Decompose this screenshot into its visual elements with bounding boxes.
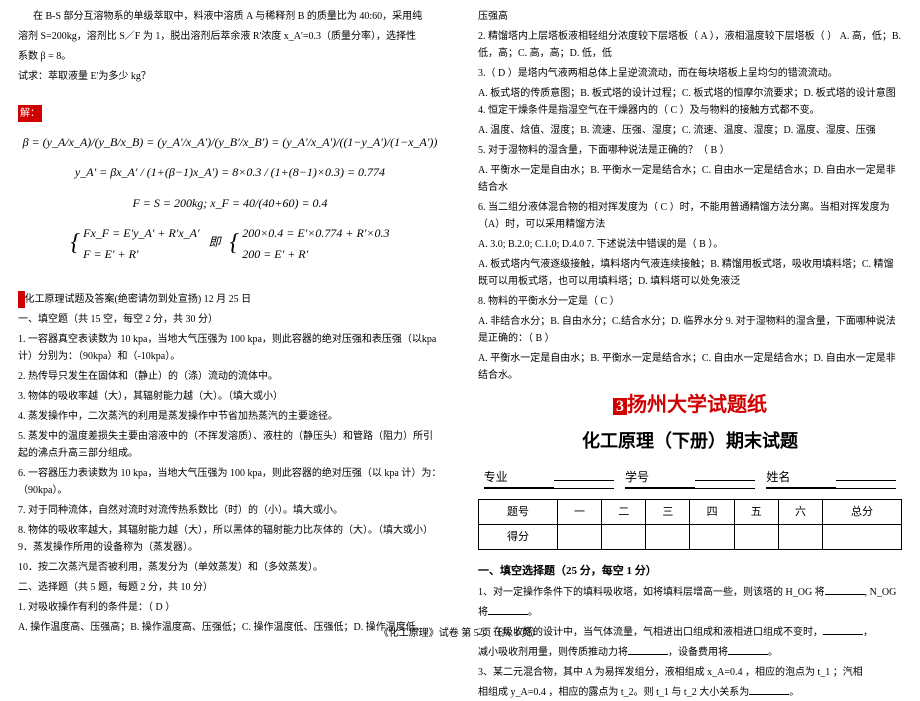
- choice-opt: A. 平衡水一定是自由水；B. 平衡水一定是结合水；C. 自由水一定是结合水；D…: [478, 162, 902, 196]
- choice-opt: A. 3.0; B.2.0; C.1.0; D.4.0 7. 下述说法中错误的是…: [478, 236, 902, 253]
- fill-q: 减小吸收剂用量，则传质推动力将，设备费用将。: [478, 644, 902, 661]
- fill-q: 6. 一容器压力表读数为 10 kpa，当地大气压强为 100 kpa，则此容器…: [18, 465, 442, 499]
- choice-opt: A. 板式塔内气液逐级接触，填料塔内气液连续接触；B. 精馏用板式塔，吸收用填料…: [478, 256, 902, 290]
- formula-beta: β = (y_A/x_A)/(y_B/x_B) = (y_A'/x_A')/(y…: [18, 132, 442, 152]
- choice-cont: 压强高: [478, 8, 902, 25]
- table-row: 题号一二三四五六总分: [479, 499, 902, 524]
- fill-q: 4. 蒸发操作中，二次蒸汽的利用是蒸发操作中节省加热蒸汽的主要途径。: [18, 408, 442, 425]
- solution-label: 解：: [18, 105, 42, 122]
- fill-q: 3. 物体的吸收率越（大），其辐射能力越（大）。（填大或小）: [18, 388, 442, 405]
- fill-q: 8. 物体的吸收率越大，其辐射能力越（大），所以黑体的辐射能力比灰体的（大）。（…: [18, 522, 442, 556]
- solution-block: 解： β = (y_A/x_A)/(y_B/x_B) = (y_A'/x_A')…: [18, 105, 442, 264]
- fill-q: 将。: [478, 604, 902, 621]
- table-row: 得分: [479, 524, 902, 549]
- exam-title: 化工原理试题及答案(绝密请勿到处宣扬) 12 月 25 日: [25, 294, 252, 305]
- choice-opt: A. 平衡水一定是自由水；B. 平衡水一定是结合水；C. 自由水一定是结合水；D…: [478, 350, 902, 384]
- fill-q: 1. 一容器真空表读数为 10 kpa，当地大气压强为 100 kpa，则此容器…: [18, 331, 442, 365]
- section-heading: 一、填空题（共 15 空，每空 2 分，共 30 分）: [18, 311, 442, 328]
- title-mark-icon: 3: [613, 398, 627, 415]
- fill-q: 7. 对于同种流体，自然对流时对流传热系数比（时）的（小）。填大或小。: [18, 502, 442, 519]
- problem-line: 试求：萃取液量 E'为多少 kg？: [18, 68, 442, 85]
- fill-q: 1、对一定操作条件下的填料吸收塔，如将填料层增高一些，则该塔的 H_OG 将, …: [478, 584, 902, 601]
- choice-q: 1. 对吸收操作有利的条件是：（ D ）: [18, 599, 442, 616]
- fill-q: 3、某二元混合物，其中 A 为易挥发组分，液相组成 x_A=0.4 ，相应的泡点…: [478, 664, 902, 681]
- choice-opt: A. 板式塔的传质意图；B. 板式塔的设计过程；C. 板式塔的恒摩尔流要求；D.…: [478, 85, 902, 119]
- choice-q: 3.（ D ）是塔内气液两相总体上呈逆流流动，而在每块塔板上呈均匀的错流流动。: [478, 65, 902, 82]
- formula-ya: y_A' = βx_A' / (1+(β−1)x_A') = 8×0.3 / (…: [18, 162, 442, 182]
- choice-q: 8. 物料的平衡水分一定是（ C ）: [478, 293, 902, 310]
- section-heading: 二、选择题（共 5 题，每题 2 分，共 10 分）: [18, 579, 442, 596]
- left-column: 在 B-S 部分互溶物系的单级萃取中，料液中溶质 A 与稀释剂 B 的质量比为 …: [0, 0, 460, 620]
- section-heading: 一、填空选择题（25 分，每空 1 分）: [478, 562, 902, 581]
- score-table: 题号一二三四五六总分 得分: [478, 499, 902, 550]
- choice-q: 2. 精馏塔内上层塔板液相轻组分浓度较下层塔板（ A ），液相温度较下层塔板（ …: [478, 28, 902, 62]
- paper-subtitle: 化工原理（下册）期末试题: [478, 426, 902, 457]
- right-column: 压强高 2. 精馏塔内上层塔板液相轻组分浓度较下层塔板（ A ），液相温度较下层…: [460, 0, 920, 620]
- fill-q: 2、在吸收塔的设计中，当气体流量，气相进出口组成和液相进口组成不变时，，: [478, 624, 902, 641]
- student-info: 专业 学号 姓名: [478, 467, 902, 489]
- choice-opt: A. 非结合水分；B. 自由水分；C.结合水分；D. 临界水分 9. 对于湿物料…: [478, 313, 902, 347]
- choice-q: 6. 当二组分液体混合物的相对挥发度为（ C ）时，不能用普通精馏方法分离。当相…: [478, 199, 902, 233]
- problem-line: 系数 β = 8。: [18, 48, 442, 65]
- paper-title: 3扬州大学试题纸: [478, 388, 902, 422]
- fill-q: 2. 热传导只发生在固体和（静止）的（涤）流动的流体中。: [18, 368, 442, 385]
- problem-line: 在 B-S 部分互溶物系的单级萃取中，料液中溶质 A 与稀释剂 B 的质量比为 …: [18, 8, 442, 25]
- formula-f: F = S = 200kg; x_F = 40/(40+60) = 0.4: [18, 193, 442, 213]
- formula-system: { Fx_F = E'y_A' + R'x_A' F = E' + R' 即 {…: [18, 223, 442, 264]
- fill-q: 10．按二次蒸汽是否被利用，蒸发分为（单效蒸发）和（多效蒸发）。: [18, 559, 442, 576]
- fill-q: 5. 蒸发中的温度差损失主要由溶液中的（不挥发溶质）、液柱的（静压头）和管路（阻…: [18, 428, 442, 462]
- problem-line: 溶剂 S=200kg，溶剂比 S／F 为 1，脱出溶剂后萃余液 R'浓度 x_A…: [18, 28, 442, 45]
- fill-q: 相组成 y_A=0.4 ，相应的露点为 t_2。则 t_1 与 t_2 大小关系…: [478, 684, 902, 701]
- choice-q: 5. 对于湿物料的湿含量，下面哪种说法是正确的？（ B ）: [478, 142, 902, 159]
- choice-opt: A. 温度、焓值、湿度；B. 流速、压强、湿度；C. 流速、温度、湿度；D. 温…: [478, 122, 902, 139]
